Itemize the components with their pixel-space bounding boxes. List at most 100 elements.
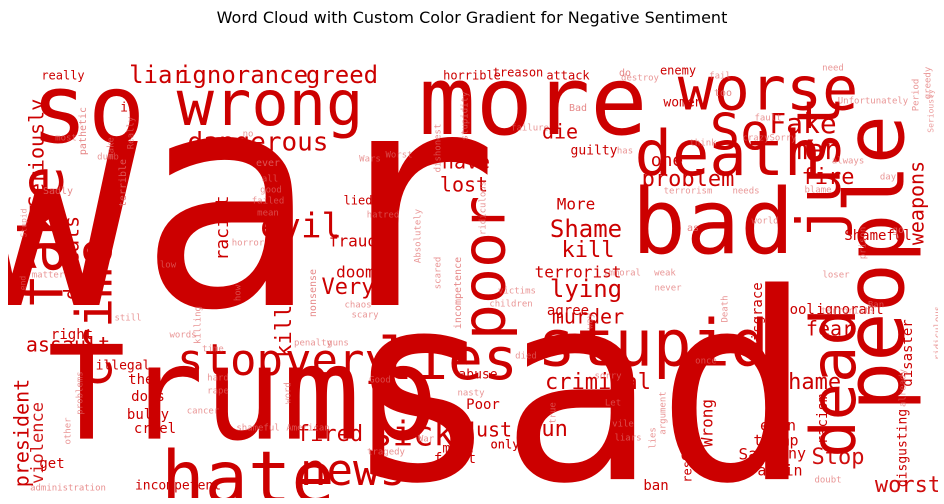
word-scary: scary bbox=[351, 311, 379, 321]
word-stop: stop bbox=[177, 335, 283, 386]
word-nasty: nasty bbox=[457, 389, 485, 399]
word-killing: killing bbox=[194, 306, 204, 344]
word-guilty: guilty bbox=[571, 144, 618, 159]
word-cancer: cancer bbox=[187, 407, 220, 417]
word-gun: gun bbox=[528, 417, 568, 442]
word-trump: trump bbox=[753, 432, 798, 450]
word-no: no bbox=[243, 130, 254, 140]
word-nonsense: nonsense bbox=[308, 269, 319, 317]
word-always: always bbox=[832, 157, 865, 167]
word-much: much bbox=[442, 442, 473, 457]
word-rape: rape bbox=[207, 387, 229, 397]
word-lying: lying bbox=[550, 275, 622, 303]
word-wrong: Wrong bbox=[698, 399, 717, 447]
word-very: Very bbox=[322, 275, 375, 300]
word-stupidity: stupidity bbox=[461, 91, 471, 140]
word-end: end bbox=[19, 276, 28, 291]
word-dumb: dumb bbox=[97, 153, 119, 163]
word-only: only bbox=[491, 438, 520, 452]
word-victims: victims bbox=[498, 287, 536, 297]
word-evil: evil bbox=[260, 207, 342, 247]
word-needs: needs bbox=[732, 187, 759, 197]
word-hate: hate bbox=[161, 436, 334, 498]
word-right: right bbox=[51, 327, 93, 343]
word-just: just bbox=[785, 96, 855, 241]
word-matter: matter bbox=[32, 271, 65, 281]
word-horrible: horrible bbox=[443, 69, 501, 83]
word-seriously: Seriously bbox=[927, 89, 936, 133]
word-world: world bbox=[751, 217, 778, 227]
word-get: get bbox=[39, 456, 64, 472]
word-fake: fake bbox=[8, 166, 78, 311]
word-defeats: defeats bbox=[60, 216, 84, 300]
word-terrible: terrible bbox=[118, 159, 129, 207]
word-fraud: fraud bbox=[329, 232, 377, 251]
word-died: died bbox=[515, 352, 537, 362]
word-lies: lies bbox=[378, 325, 518, 393]
word-bully: bully bbox=[127, 407, 169, 423]
word-prison: prison bbox=[859, 227, 869, 260]
word-ban: Ban bbox=[868, 301, 884, 311]
word-only: only bbox=[491, 438, 520, 452]
word-sad: sad bbox=[343, 239, 813, 498]
word-immoral: immoral bbox=[603, 269, 641, 279]
word-penalty: penalty bbox=[294, 339, 333, 349]
word-good: good bbox=[260, 186, 282, 196]
word-death: death bbox=[635, 117, 822, 190]
word-weak: weak bbox=[654, 269, 676, 279]
word-so: So bbox=[710, 104, 770, 162]
word-liar: liar bbox=[129, 61, 187, 89]
word-attack: attack bbox=[546, 69, 590, 83]
word-administration: administration bbox=[30, 484, 106, 494]
word-american: American bbox=[286, 424, 329, 434]
word-period: Period bbox=[912, 79, 922, 112]
word-murder: murder bbox=[552, 305, 624, 329]
word-more: More bbox=[557, 195, 596, 214]
word-unfortunately: Unfortunately bbox=[838, 97, 909, 107]
word-loser: loser bbox=[822, 271, 850, 281]
word-other: other bbox=[64, 417, 74, 445]
word-sorry: sorry bbox=[594, 372, 622, 382]
word-illegal: illegal bbox=[96, 359, 151, 374]
word-then: then bbox=[128, 372, 162, 388]
word-enemy: enemy bbox=[660, 64, 696, 78]
word-die: die bbox=[542, 120, 578, 144]
word-does: does bbox=[131, 389, 165, 405]
word-problems: problems bbox=[76, 371, 86, 414]
word-sick: sick bbox=[372, 415, 454, 455]
word-all: all bbox=[262, 175, 278, 185]
word-assault: assault bbox=[26, 333, 110, 357]
word-abuse: abuse bbox=[458, 368, 497, 383]
word-still: still bbox=[114, 314, 141, 324]
word-resign: resign bbox=[681, 439, 695, 482]
word-has: has bbox=[617, 147, 633, 157]
word-ridiculous: ridiculous bbox=[934, 306, 939, 360]
word-ban: ban bbox=[643, 478, 668, 494]
word-seriously: Seriously bbox=[25, 99, 49, 207]
word-one: one bbox=[651, 150, 684, 171]
word-agree: agree bbox=[547, 303, 589, 319]
word-children: children bbox=[489, 300, 532, 310]
word-lied: lied bbox=[344, 194, 373, 208]
word-wars: Wars bbox=[359, 155, 381, 165]
word-problem: problem bbox=[642, 167, 735, 192]
word-chaos: chaos bbox=[344, 301, 371, 311]
word-poor: Poor bbox=[466, 397, 500, 413]
word-man: man bbox=[791, 133, 842, 166]
word-low: low bbox=[160, 261, 177, 271]
word-fire: fire bbox=[802, 165, 855, 190]
word-fault: fault bbox=[754, 114, 781, 124]
word-ridiculous: ridiculous bbox=[479, 181, 489, 235]
word-cruel: cruel bbox=[134, 421, 176, 437]
word-people: people bbox=[828, 115, 923, 411]
word-day: day bbox=[880, 173, 897, 183]
word-greed: greed bbox=[306, 61, 378, 89]
word-worse: worse bbox=[678, 55, 859, 125]
word-really: really bbox=[41, 69, 84, 83]
word-terrorists: terrorists bbox=[821, 307, 875, 317]
word-horror: horror bbox=[232, 239, 265, 249]
word-fired: fired bbox=[297, 422, 363, 447]
word-poor: poor bbox=[450, 196, 520, 341]
word-dangerous: dangerous bbox=[188, 128, 329, 158]
word-even: even bbox=[760, 417, 796, 435]
